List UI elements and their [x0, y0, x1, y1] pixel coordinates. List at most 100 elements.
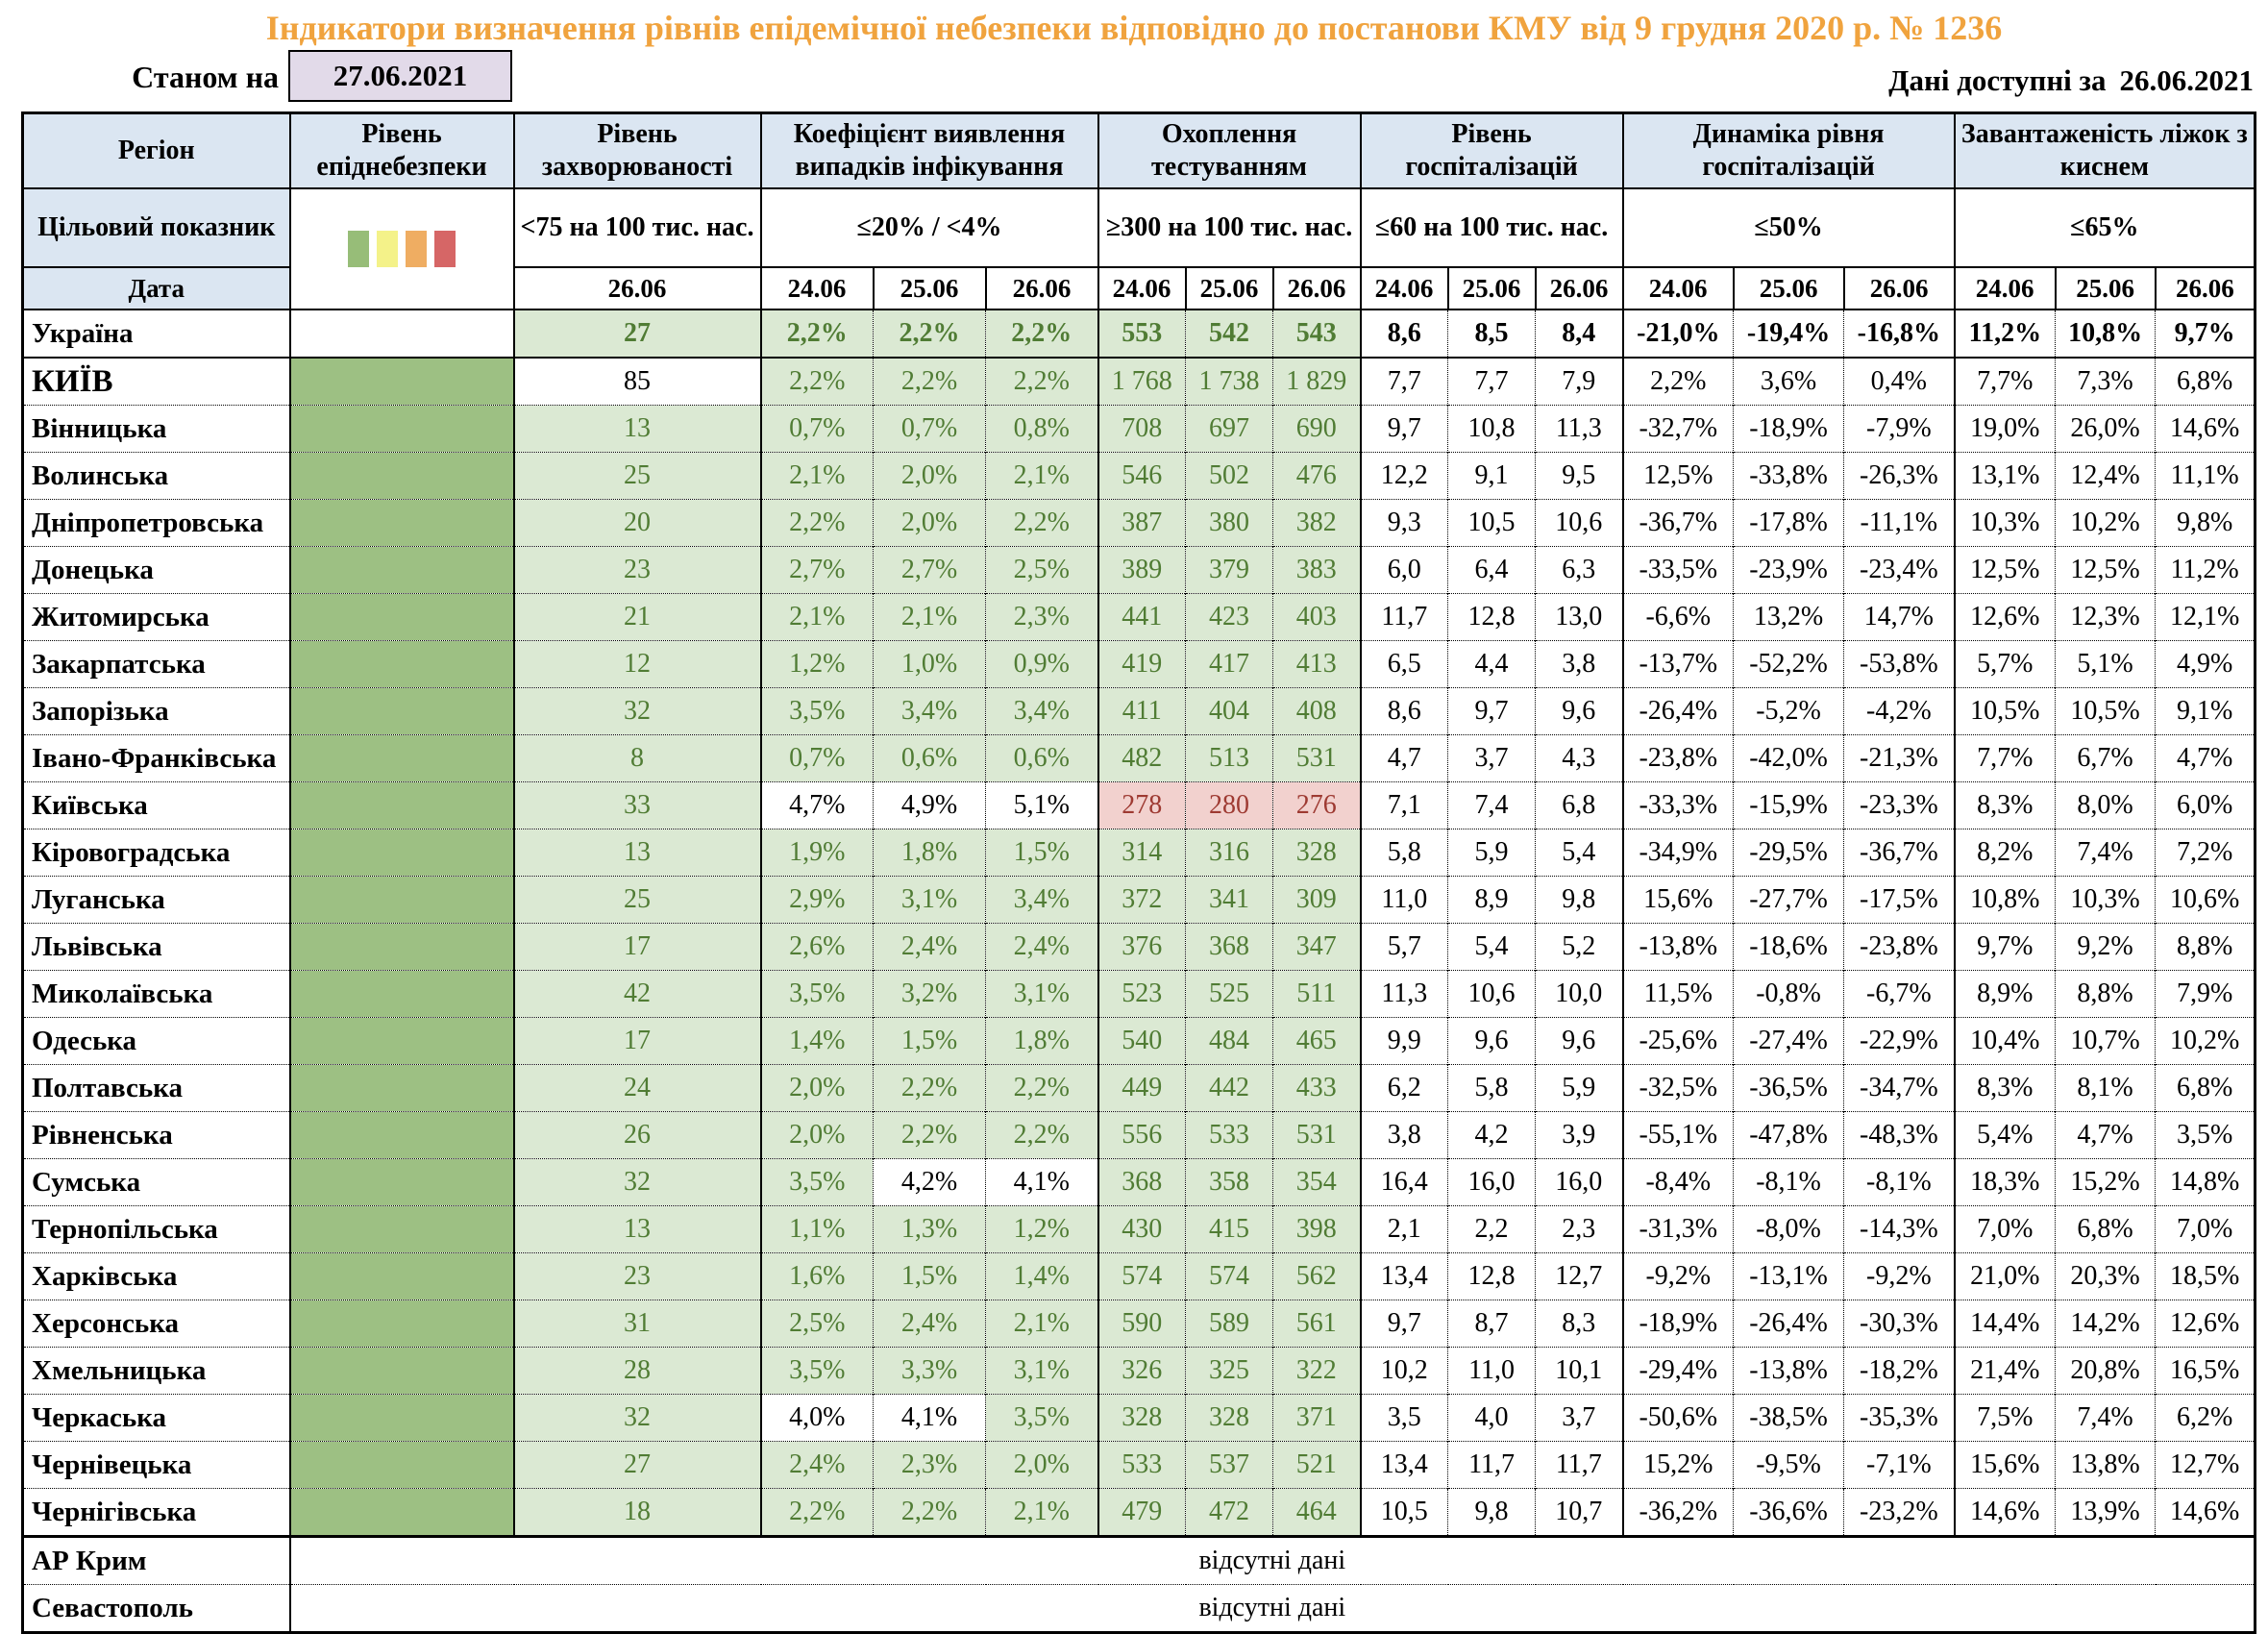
oxygen-beds-cell: 10,5% — [2055, 687, 2156, 735]
hospitalization-cell: 9,6 — [1447, 1017, 1536, 1065]
testing-cell: 531 — [1272, 734, 1361, 782]
detection-coef-cell: 2,3% — [984, 593, 1098, 641]
testing-cell: 521 — [1272, 1441, 1361, 1489]
detection-coef-cell: 3,5% — [759, 687, 874, 735]
hospitalization-cell: 10,7 — [1535, 1488, 1623, 1537]
detection-coef-cell: 2,4% — [984, 923, 1098, 971]
header-group-row: Регіон Рівень епіднебезпеки Рівень захво… — [21, 111, 2256, 189]
danger-level-cell — [288, 1158, 514, 1206]
incidence-cell: 85 — [512, 357, 761, 406]
region-name: Запорізька — [22, 687, 290, 735]
oxygen-beds-cell: 12,1% — [2155, 593, 2256, 641]
detection-coef-cell: 3,1% — [873, 876, 986, 924]
testing-cell: 523 — [1097, 970, 1186, 1018]
detection-coef-cell: 4,1% — [984, 1158, 1098, 1206]
detection-coef-cell: 0,6% — [984, 734, 1098, 782]
hosp-dynamics-cell: -19,4% — [1733, 309, 1844, 359]
danger-level-cell — [288, 1111, 514, 1159]
hosp-dynamics-cell: -15,9% — [1733, 781, 1844, 829]
region-name: КИЇВ — [22, 357, 290, 406]
hospitalization-cell: 4,0 — [1447, 1394, 1536, 1442]
hosp-dynamics-cell: -18,2% — [1843, 1347, 1955, 1395]
hospitalization-cell: 9,1 — [1447, 452, 1536, 500]
table-row: Черкаська 32 4,0% 4,1% 3,5% 328 328 371 3,5 4,0 3,… — [22, 1394, 2256, 1442]
hosp-dynamics-cell: -4,2% — [1843, 687, 1955, 735]
data-available-date: 26.06.2021 — [2119, 63, 2255, 97]
oxygen-beds-cell: 18,5% — [2155, 1252, 2256, 1300]
table-row: Тернопільська 13 1,1% 1,3% 1,2% 430 415 398 2,1 2… — [22, 1205, 2256, 1253]
oxygen-beds-cell: 7,4% — [2055, 1394, 2156, 1442]
incidence-cell: 12 — [512, 640, 761, 688]
oxygen-beds-cell: 4,7% — [2155, 734, 2256, 782]
hosp-dynamics-cell: -25,6% — [1621, 1017, 1734, 1065]
hospitalization-cell: 6,3 — [1535, 546, 1623, 594]
detection-coef-cell: 2,6% — [759, 923, 874, 971]
testing-cell: 382 — [1272, 499, 1361, 547]
hosp-dynamics-cell: 14,7% — [1843, 593, 1955, 641]
hospitalization-cell: 3,5 — [1359, 1394, 1448, 1442]
detection-coef-cell: 3,5% — [759, 1347, 874, 1395]
incidence-cell: 21 — [512, 593, 761, 641]
hospitalization-cell: 10,6 — [1535, 499, 1623, 547]
detection-coef-cell: 1,8% — [984, 1017, 1098, 1065]
region-name: Херсонська — [22, 1300, 290, 1348]
hospitalization-cell: 5,9 — [1535, 1064, 1623, 1112]
testing-cell: 376 — [1097, 923, 1186, 971]
date-row-label: Дата — [21, 266, 291, 310]
incidence-cell: 32 — [512, 687, 761, 735]
hospitalization-cell: 13,4 — [1359, 1252, 1448, 1300]
danger-level-cell — [288, 1064, 514, 1112]
region-name: Чернівецька — [22, 1441, 290, 1489]
date-cell: 25.06 — [1732, 266, 1845, 310]
hosp-dynamics-cell: 13,2% — [1733, 593, 1844, 641]
hospitalization-cell: 6,5 — [1359, 640, 1448, 688]
testing-cell: 589 — [1185, 1300, 1273, 1348]
testing-cell: 513 — [1185, 734, 1273, 782]
table-row: Луганська 25 2,9% 3,1% 3,4% 372 341 309 11,0 8,9 9… — [22, 876, 2256, 924]
region-name: Тернопільська — [22, 1205, 290, 1253]
hospitalization-cell: 2,1 — [1359, 1205, 1448, 1253]
hosp-dynamics-cell: -34,9% — [1621, 829, 1734, 877]
target-hospitalization: ≤60 на 100 тис. нас. — [1359, 187, 1624, 268]
incidence-cell: 42 — [512, 970, 761, 1018]
col-header-hosp-dynamics: Динаміка рівня госпіталізацій — [1621, 111, 1956, 189]
hosp-dynamics-cell: -32,5% — [1621, 1064, 1734, 1112]
hosp-dynamics-cell: -7,1% — [1843, 1441, 1955, 1489]
report-title: Індикатори визначення рівнів епідемічної… — [265, 9, 2003, 47]
hosp-dynamics-cell: -48,3% — [1843, 1111, 1955, 1159]
incidence-cell: 23 — [512, 1252, 761, 1300]
hospitalization-cell: 8,7 — [1447, 1300, 1536, 1348]
danger-level-cell — [288, 309, 514, 359]
oxygen-beds-cell: 18,3% — [1953, 1158, 2056, 1206]
testing-cell: 341 — [1185, 876, 1273, 924]
detection-coef-cell: 2,2% — [873, 357, 986, 406]
col-header-oxygen-beds: Завантаженість ліжок з киснем — [1953, 111, 2256, 189]
table-row: Рівненська 26 2,0% 2,2% 2,2% 556 533 531 3,8 4,2 3… — [22, 1111, 2256, 1159]
col-header-region: Регіон — [21, 111, 291, 189]
oxygen-beds-cell: 12,5% — [2055, 546, 2156, 594]
incidence-cell: 13 — [512, 405, 761, 453]
hospitalization-cell: 7,9 — [1535, 357, 1623, 406]
hospitalization-cell: 2,3 — [1535, 1205, 1623, 1253]
hospitalization-cell: 10,8 — [1447, 405, 1536, 453]
hosp-dynamics-cell: -13,1% — [1733, 1252, 1844, 1300]
testing-cell: 280 — [1185, 781, 1273, 829]
target-detection-coef: ≤20% / <4% — [759, 187, 1099, 268]
region-name: Чернігівська — [22, 1488, 290, 1537]
testing-cell: 411 — [1097, 687, 1186, 735]
testing-cell: 278 — [1097, 781, 1186, 829]
oxygen-beds-cell: 13,1% — [1953, 452, 2056, 500]
testing-cell: 415 — [1185, 1205, 1273, 1253]
legend-red-swatch — [434, 231, 456, 267]
indicators-table: Регіон Рівень епіднебезпеки Рівень захво… — [21, 111, 2257, 1634]
hosp-dynamics-cell: -23,2% — [1843, 1488, 1955, 1537]
oxygen-beds-cell: 8,0% — [2055, 781, 2156, 829]
testing-cell: 371 — [1272, 1394, 1361, 1442]
danger-level-cell — [288, 970, 514, 1018]
detection-coef-cell: 4,0% — [759, 1394, 874, 1442]
testing-cell: 708 — [1097, 405, 1186, 453]
legend-orange-swatch — [406, 231, 427, 267]
detection-coef-cell: 1,4% — [759, 1017, 874, 1065]
date-cell: 24.06 — [759, 266, 875, 310]
hospitalization-cell: 11,3 — [1535, 405, 1623, 453]
